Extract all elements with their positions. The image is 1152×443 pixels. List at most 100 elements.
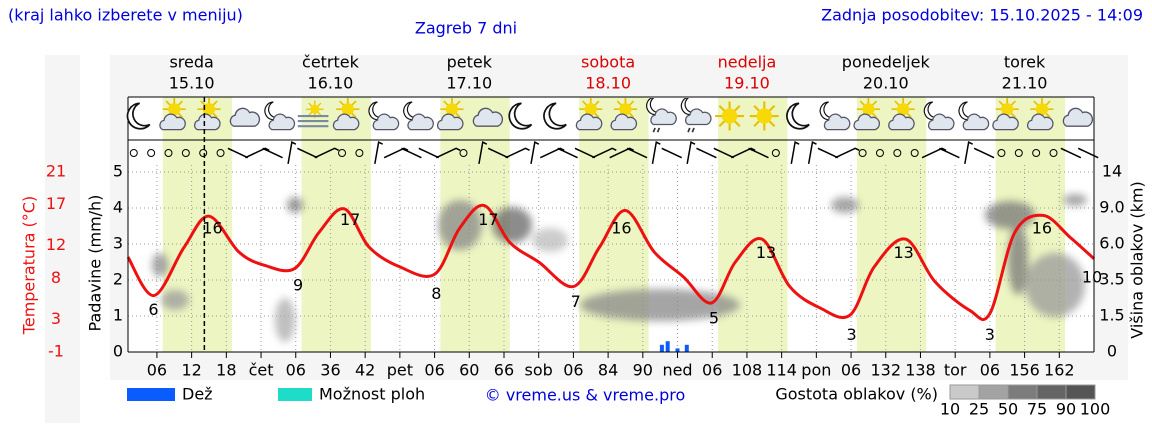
legend-swatch-rain bbox=[127, 388, 175, 401]
temperature-tick-label: 21 bbox=[46, 162, 66, 181]
wind-barb bbox=[262, 147, 283, 159]
wind-calm bbox=[338, 149, 347, 157]
day-name: ponedeljek bbox=[842, 53, 931, 72]
wind-barb bbox=[297, 147, 318, 159]
wind-barb bbox=[539, 147, 565, 159]
temperature-label: 8 bbox=[431, 284, 441, 303]
wind-calm bbox=[1032, 149, 1041, 157]
cloud-blob bbox=[492, 207, 532, 243]
day-name: torek bbox=[1004, 53, 1046, 72]
hint: (kraj lahko izberete v meniju) bbox=[8, 6, 243, 25]
temperature-label: 17 bbox=[340, 210, 360, 229]
cloud-blob bbox=[1008, 225, 1028, 295]
wind-calm bbox=[771, 149, 780, 157]
day-date: 20.10 bbox=[863, 74, 909, 93]
daylight-band bbox=[718, 97, 788, 352]
cloud-legend-label: 90 bbox=[1056, 400, 1076, 419]
cloud-blob bbox=[275, 298, 295, 342]
cloud-legend-title: Gostota oblakov (%) bbox=[775, 385, 938, 404]
x-tick-label: 06 bbox=[424, 361, 444, 380]
day-name: sreda bbox=[169, 53, 213, 72]
cloud-legend-swatch bbox=[1036, 384, 1067, 400]
wind-barb bbox=[651, 141, 661, 164]
x-tick-label: čet bbox=[249, 361, 274, 380]
wind-barb bbox=[790, 141, 800, 164]
wind-calm bbox=[875, 149, 884, 157]
y-tick-label: 2 bbox=[113, 270, 123, 289]
legend-swatch-showers bbox=[278, 388, 312, 401]
wind-barb bbox=[374, 141, 383, 164]
day-name: nedelja bbox=[718, 53, 777, 72]
y2-tick-label: 6.0 bbox=[1099, 234, 1124, 253]
day-date: 19.10 bbox=[724, 74, 770, 93]
temperature-tick-label: 12 bbox=[46, 235, 66, 254]
wind-calm bbox=[1049, 149, 1058, 157]
credit[interactable]: © vreme.us & vreme.pro bbox=[485, 386, 686, 405]
wind-calm bbox=[858, 149, 867, 157]
cloud-legend-swatch bbox=[978, 384, 1009, 400]
wind-calm bbox=[355, 149, 364, 157]
wind-barb bbox=[713, 147, 735, 159]
day-name: sobota bbox=[581, 53, 635, 72]
daylight-band bbox=[301, 97, 371, 352]
wind-barb bbox=[418, 147, 440, 159]
wind-barb bbox=[696, 147, 717, 159]
cloud-blob bbox=[985, 201, 1035, 229]
x-tick-label: 06 bbox=[841, 361, 861, 380]
cloud-blob bbox=[1063, 194, 1087, 206]
day-date: 17.10 bbox=[446, 74, 492, 93]
x-tick-label: 162 bbox=[1044, 361, 1075, 380]
day-date: 18.10 bbox=[585, 74, 631, 93]
y-tick-label: 4 bbox=[113, 198, 123, 217]
y-axis-title: Padavine (mm/h) bbox=[86, 195, 105, 332]
rain-bar bbox=[684, 344, 689, 352]
wind-barb bbox=[227, 147, 249, 159]
temperature-label: 16 bbox=[1032, 218, 1052, 237]
wind-barb bbox=[626, 147, 648, 159]
temperature-label: 10 bbox=[1082, 268, 1102, 287]
wind-barb bbox=[478, 141, 488, 164]
wind-barb bbox=[964, 141, 973, 164]
y2-tick-label: 1.5 bbox=[1099, 306, 1124, 325]
temperature-label: 17 bbox=[478, 210, 498, 229]
weather-icon bbox=[748, 100, 780, 132]
x-tick-label: 156 bbox=[1009, 361, 1040, 380]
wind-barb bbox=[530, 141, 540, 164]
wind-calm bbox=[459, 149, 468, 157]
title: Zagreb 7 dni bbox=[415, 19, 517, 38]
temperature-label: 7 bbox=[571, 292, 581, 311]
y2-tick-label: 14 bbox=[1102, 162, 1122, 181]
wind-calm bbox=[181, 149, 190, 157]
x-tick-label: 108 bbox=[732, 361, 763, 380]
temperature-tick-label: 3 bbox=[51, 309, 61, 328]
wind-barb bbox=[314, 147, 339, 159]
temperature-label: 9 bbox=[293, 276, 303, 295]
wind-calm bbox=[1014, 149, 1023, 157]
wind-barb bbox=[287, 141, 297, 164]
wind-calm bbox=[129, 149, 138, 157]
wind-barb bbox=[487, 147, 509, 159]
left-panel bbox=[45, 55, 80, 423]
temperature-tick-label: 8 bbox=[51, 268, 61, 287]
temperature-axis-title: Temperatura (°C) bbox=[20, 196, 39, 335]
wind-calm bbox=[216, 149, 225, 157]
temperature-label: 3 bbox=[985, 325, 995, 344]
wind-barb bbox=[609, 147, 634, 159]
rain-bar bbox=[659, 344, 664, 352]
weather-icon bbox=[714, 100, 746, 132]
temperature-label: 16 bbox=[611, 218, 631, 237]
temperature-label: 3 bbox=[847, 325, 857, 344]
wind-barb bbox=[939, 147, 960, 159]
cloud-legend-swatch bbox=[1007, 384, 1038, 400]
cloud-blob bbox=[1025, 253, 1085, 317]
x-tick-label: 06 bbox=[563, 361, 583, 380]
x-tick-label: pon bbox=[801, 361, 831, 380]
wind-barb bbox=[748, 147, 769, 159]
x-tick-label: 06 bbox=[147, 361, 167, 380]
y2-tick-label: 9.0 bbox=[1099, 198, 1124, 217]
wind-barb bbox=[817, 147, 839, 159]
wind-barb bbox=[557, 147, 578, 159]
wind-barb bbox=[661, 147, 683, 159]
wind-barb bbox=[807, 141, 817, 164]
cloud-blob bbox=[152, 253, 168, 277]
